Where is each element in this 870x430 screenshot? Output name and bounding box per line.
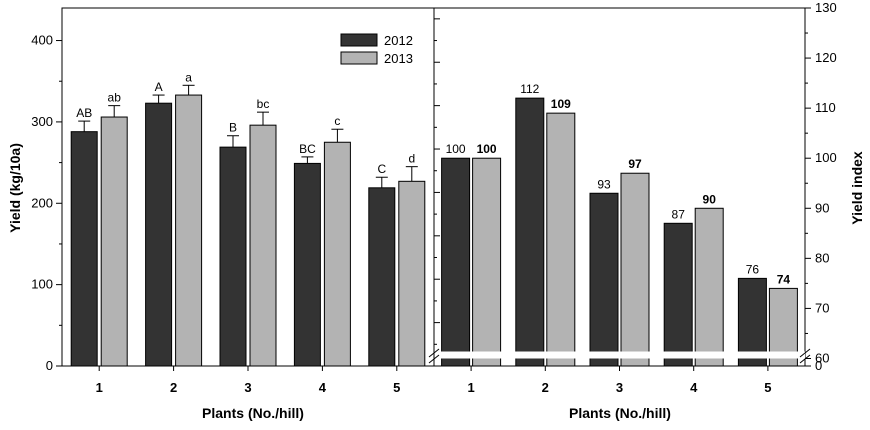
left-bar-2012 xyxy=(219,146,247,367)
right-x-tick-label: 4 xyxy=(690,380,698,395)
right-yield-index-chart: 060 70 80 90 100 110 120 130 1 100 100 2 112 109 3 93 97… xyxy=(428,0,837,395)
left-bar-2012 xyxy=(368,187,396,367)
legend-label-2012: 2012 xyxy=(384,33,413,48)
chart-text-layer: Plants (No./hill) Yield (kg/10a) Plants … xyxy=(7,33,865,421)
right-bar-2012 xyxy=(441,157,471,367)
left-bar-2013 xyxy=(398,180,426,367)
right-y-tick-label: 80 xyxy=(815,250,829,265)
right-y-tick-label: 90 xyxy=(815,200,829,215)
right-bar-2013 xyxy=(546,112,576,367)
axis-break-slash-0 xyxy=(428,354,440,364)
legend-swatch-2013 xyxy=(340,51,378,65)
left-bar-2013 xyxy=(100,116,128,367)
left-y-tick-label: 100 xyxy=(31,277,53,292)
left-significance-label-2013: bc xyxy=(257,97,270,111)
right-bar-2013 xyxy=(472,157,502,367)
right-y-tick-label: 70 xyxy=(815,300,829,315)
right-bar-2012 xyxy=(737,277,767,367)
right-bar-2012 xyxy=(663,222,693,367)
right-x-tick-label: 2 xyxy=(542,380,549,395)
right-value-label-2012: 76 xyxy=(746,262,760,276)
right-value-label-2013: 97 xyxy=(628,157,642,171)
right-y-tick-label: 130 xyxy=(815,0,837,15)
left-y-tick-label: 400 xyxy=(31,33,53,48)
left-x-tick-label: 1 xyxy=(96,380,103,395)
left-x-tick-label: 4 xyxy=(319,380,327,395)
left-bar-2012 xyxy=(70,131,98,367)
left-bar-2013 xyxy=(175,94,203,367)
axis-break-slash-1 xyxy=(799,348,811,358)
right-y-tick-label: 100 xyxy=(815,150,837,165)
right-y-axis-title: Yield index xyxy=(849,151,865,225)
left-yield-chart: 0 100 200 300 400 1 AB ab 2 Aa 3 Bbc 4 BC c 5 Cd xyxy=(31,7,435,395)
left-y-tick-label: 0 xyxy=(46,358,53,373)
left-significance-label-2013: a xyxy=(185,70,192,84)
left-significance-label-2012: BC xyxy=(299,142,316,156)
axis-break-band xyxy=(435,352,805,358)
legend-swatch-2012 xyxy=(340,33,378,47)
left-x-tick-label: 2 xyxy=(170,380,177,395)
left-significance-label-2013: d xyxy=(408,152,415,166)
right-value-label-2012: 87 xyxy=(672,207,686,221)
axis-break-slash-0 xyxy=(428,348,440,358)
left-bar-2012 xyxy=(293,162,321,367)
left-x-tick-label: 3 xyxy=(244,380,251,395)
left-x-tick-label: 5 xyxy=(393,380,400,395)
right-value-label-2013: 90 xyxy=(703,192,717,206)
left-significance-label-2012: B xyxy=(229,121,237,135)
axis-break-slash-1 xyxy=(799,354,811,364)
left-y-axis-title: Yield (kg/10a) xyxy=(7,143,23,233)
left-bar-2013 xyxy=(323,141,351,367)
left-significance-label-2013: c xyxy=(334,114,340,128)
left-significance-label-2013: ab xyxy=(108,91,122,105)
legend-label-2013: 2013 xyxy=(384,51,413,66)
left-x-axis-title: Plants (No./hill) xyxy=(202,405,304,421)
right-value-label-2013: 74 xyxy=(777,272,791,286)
left-y-tick-label: 200 xyxy=(31,195,53,210)
right-y-tick-label: 60 xyxy=(815,350,829,365)
right-y-tick-label: 120 xyxy=(815,50,837,65)
left-significance-label-2012: A xyxy=(155,80,163,94)
right-x-tick-label: 1 xyxy=(467,380,474,395)
right-bar-2013 xyxy=(620,172,650,367)
right-x-tick-label: 5 xyxy=(764,380,771,395)
left-significance-label-2012: AB xyxy=(76,106,92,120)
right-y-tick-label: 0 xyxy=(815,358,822,373)
left-y-tick-label: 300 xyxy=(31,114,53,129)
right-bar-2012 xyxy=(589,192,619,367)
right-value-label-2013: 100 xyxy=(477,142,497,156)
right-y-tick-label: 110 xyxy=(815,100,836,115)
right-bar-2012 xyxy=(515,97,545,367)
right-value-label-2012: 93 xyxy=(597,177,611,191)
right-value-label-2012: 112 xyxy=(520,82,539,96)
left-significance-label-2012: C xyxy=(377,162,386,176)
right-bar-2013 xyxy=(694,207,724,367)
right-x-axis-title: Plants (No./hill) xyxy=(569,405,671,421)
right-value-label-2012: 100 xyxy=(446,142,466,156)
right-x-tick-label: 3 xyxy=(616,380,623,395)
left-bar-2013 xyxy=(249,124,277,367)
left-bar-2012 xyxy=(145,102,173,367)
right-value-label-2013: 109 xyxy=(551,97,571,111)
